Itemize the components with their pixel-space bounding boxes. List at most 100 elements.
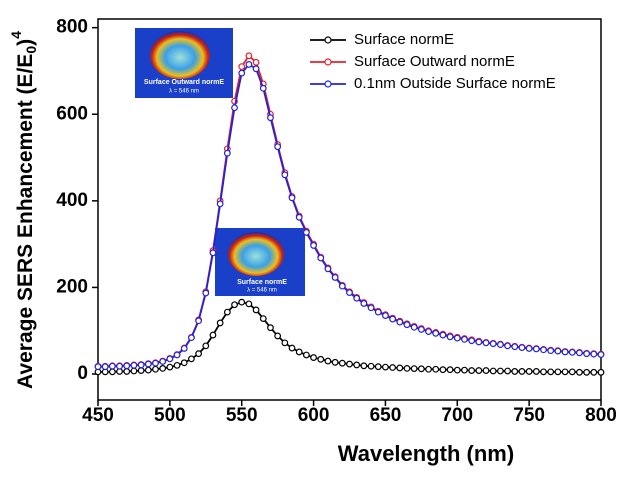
point <box>317 355 325 363</box>
point <box>188 334 195 342</box>
point <box>223 308 231 316</box>
legend-marker <box>324 36 332 44</box>
x-tick-label: 700 <box>441 405 473 426</box>
point <box>209 249 217 257</box>
point <box>108 368 116 376</box>
point <box>180 359 188 367</box>
point <box>389 364 397 371</box>
series-line <box>98 54 602 368</box>
point <box>554 347 562 355</box>
point <box>245 61 253 68</box>
point <box>547 368 555 376</box>
legend-label: Surface Outward normE <box>354 53 515 70</box>
point <box>188 355 195 363</box>
point <box>540 368 547 376</box>
plot-frame <box>97 18 602 401</box>
point <box>382 363 389 371</box>
point <box>482 367 490 374</box>
point <box>475 338 483 346</box>
point <box>432 365 440 373</box>
point <box>446 366 454 374</box>
point <box>468 367 476 374</box>
legend-label: 0.1nm Outside Surface normE <box>354 75 556 92</box>
point <box>504 342 511 350</box>
legend-label: Surface normE <box>354 31 454 48</box>
point <box>209 331 217 339</box>
point <box>274 332 282 340</box>
point <box>489 340 497 348</box>
point <box>489 367 497 375</box>
point <box>123 362 131 370</box>
series <box>94 61 605 371</box>
point <box>417 365 425 373</box>
point <box>245 300 253 308</box>
x-tick-label: 600 <box>298 405 330 426</box>
y-tick-label: 200 <box>56 276 88 297</box>
point <box>403 321 411 329</box>
point <box>389 315 397 323</box>
y-axis-label: Average SERS Enhancement (E/E0)4 <box>8 31 39 389</box>
point <box>511 343 519 351</box>
point <box>338 282 346 290</box>
y-label-sup: 4 <box>8 31 24 39</box>
point <box>274 143 282 151</box>
point <box>590 350 598 358</box>
point <box>396 364 404 372</box>
point <box>353 294 361 302</box>
y-tick-label: 400 <box>56 190 88 211</box>
point <box>382 312 389 319</box>
point <box>367 362 375 370</box>
point <box>576 349 583 357</box>
y-label-close: ) <box>14 39 37 46</box>
inset-title: Surface Outward normE <box>144 79 224 86</box>
point <box>288 194 296 202</box>
point <box>108 362 116 370</box>
point <box>302 351 310 359</box>
point <box>511 368 519 375</box>
point <box>425 328 432 335</box>
point <box>245 52 253 60</box>
point <box>130 361 138 369</box>
point <box>439 331 447 339</box>
point <box>281 171 289 179</box>
point <box>583 368 591 376</box>
point <box>288 344 296 352</box>
point <box>396 318 404 326</box>
point <box>568 348 576 356</box>
x-tick-label: 800 <box>585 405 617 426</box>
point <box>461 335 468 343</box>
point <box>338 359 346 367</box>
point <box>360 300 368 307</box>
point <box>597 351 605 358</box>
x-axis-label: Wavelength (nm) <box>338 441 514 466</box>
point <box>425 365 432 373</box>
point <box>432 329 440 337</box>
point <box>231 301 238 309</box>
point <box>310 354 317 361</box>
point <box>461 366 468 374</box>
point <box>137 361 145 369</box>
point <box>231 104 238 112</box>
point <box>532 345 540 353</box>
point <box>576 368 583 376</box>
point <box>482 339 490 347</box>
point <box>252 58 260 66</box>
point <box>94 363 102 371</box>
point <box>152 365 159 373</box>
point <box>130 367 138 375</box>
point <box>518 344 526 352</box>
point <box>166 355 174 363</box>
inset-2: Surface normE λ = 546 nm <box>215 228 305 296</box>
point <box>525 368 533 375</box>
point <box>295 348 303 356</box>
point <box>331 274 339 281</box>
x-tick-label: 550 <box>226 405 258 426</box>
point <box>532 368 540 375</box>
point <box>216 200 224 208</box>
point <box>123 368 131 375</box>
y-label-main: Average SERS Enhancement (E/E <box>14 54 37 389</box>
point <box>554 368 562 376</box>
point <box>238 63 246 71</box>
point <box>152 359 159 367</box>
inset-subtitle: λ = 546 nm <box>247 288 277 294</box>
